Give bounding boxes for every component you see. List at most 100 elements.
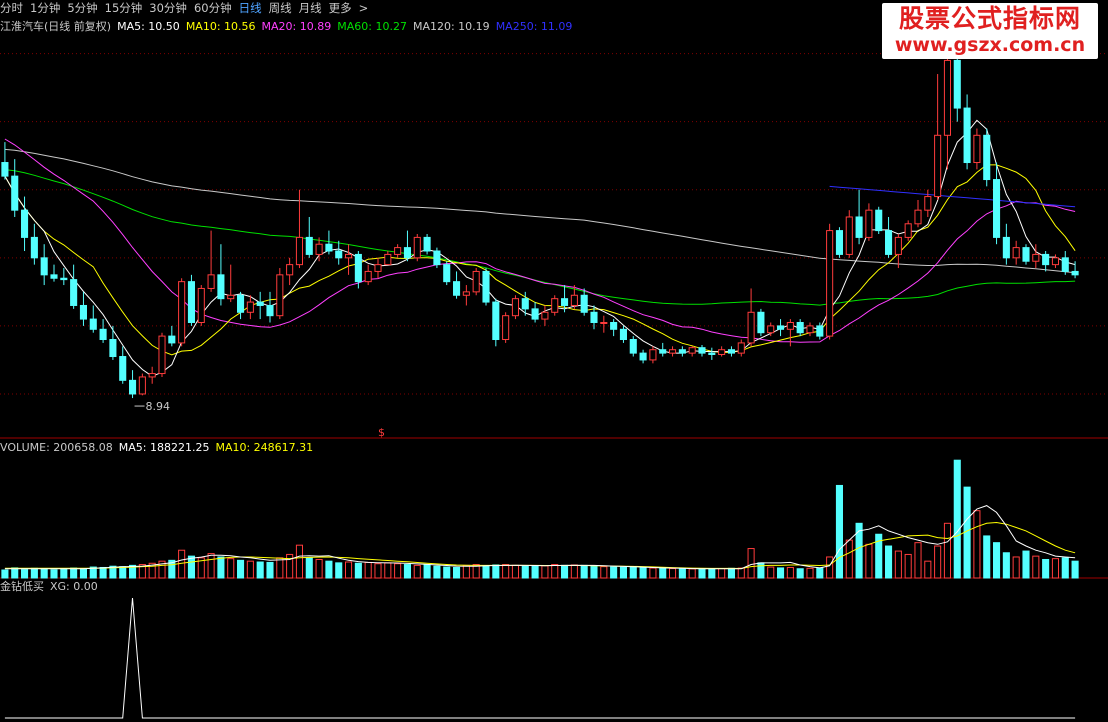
volume-bar	[443, 566, 451, 579]
candle-body	[354, 253, 362, 283]
volume-bar	[413, 564, 421, 579]
volume-bar	[973, 510, 981, 579]
tab-3[interactable]: 15分钟	[104, 1, 143, 15]
candle-body	[168, 335, 176, 344]
indicator-line	[4, 597, 1076, 719]
candle-body	[934, 134, 942, 198]
candle-body	[394, 247, 402, 255]
volume-bar	[531, 565, 539, 579]
volume-ma5-line	[4, 505, 1076, 570]
volume-bar	[698, 568, 706, 579]
ma120-line	[4, 148, 1076, 274]
volume-bar	[610, 566, 618, 579]
volume-bar	[649, 567, 657, 579]
candle-body	[551, 298, 559, 313]
volume-bar	[551, 564, 559, 579]
candle-body	[777, 325, 785, 330]
volume-bar	[511, 564, 519, 579]
volume-bar	[727, 567, 735, 579]
volume-bar	[1, 569, 9, 579]
volume-bar	[423, 564, 431, 579]
volume-bar	[403, 564, 411, 579]
volume-bar	[207, 553, 215, 579]
volume-bar	[875, 533, 883, 579]
volume-bar	[178, 549, 186, 579]
candle-body	[109, 339, 117, 358]
volume-bar	[983, 535, 991, 579]
volume-bar	[993, 542, 1001, 579]
volume-bar	[325, 560, 333, 579]
volume-bar	[246, 560, 254, 579]
tab-7[interactable]: 周线	[268, 1, 292, 15]
candle-body	[796, 321, 804, 334]
ma250-line	[829, 185, 1076, 208]
candle-body	[914, 209, 922, 225]
candle-body	[345, 253, 353, 259]
tab-9[interactable]: 更多	[328, 1, 352, 15]
candle-body	[1002, 236, 1010, 259]
volume-bar	[138, 564, 146, 579]
volume-bar	[845, 539, 853, 579]
volume-bar	[688, 568, 696, 579]
volume-bar	[60, 568, 68, 579]
volume-bar	[364, 561, 372, 579]
candle-body	[502, 315, 510, 341]
candle-body	[443, 264, 451, 283]
ma5-label: MA5: 10.50	[117, 20, 180, 33]
volume-bar	[197, 557, 205, 579]
volume-bar	[619, 566, 627, 579]
tab-4[interactable]: 30分钟	[149, 1, 187, 15]
ma250-label: MA250: 11.09	[495, 20, 573, 33]
tab-8[interactable]: 月线	[298, 1, 322, 15]
volume-bar	[885, 545, 893, 579]
volume-bar	[777, 567, 785, 579]
tab-5[interactable]: 60分钟	[193, 1, 232, 15]
candle-body	[894, 236, 902, 255]
ma120-label: MA120: 10.19	[412, 20, 490, 33]
candle-body	[806, 325, 814, 334]
indicator-xg: XG: 0.00	[50, 580, 98, 593]
candle-body	[953, 59, 961, 109]
signal-marker: $	[378, 426, 385, 439]
candle-body	[207, 274, 215, 289]
candle-body	[1071, 270, 1079, 276]
volume-bar	[30, 567, 38, 579]
candle-body	[963, 107, 971, 164]
candle-body	[129, 379, 137, 395]
volume-bar	[227, 558, 235, 579]
volume-bar	[148, 562, 156, 579]
volume-bar	[453, 566, 461, 579]
candle-body	[492, 301, 500, 341]
tab-0[interactable]: 分时	[0, 1, 23, 15]
volume-bar	[276, 557, 284, 579]
volume-bar	[89, 566, 97, 579]
candle-body	[227, 294, 235, 300]
tab-2[interactable]: 5分钟	[67, 1, 98, 15]
volume-bar	[286, 553, 294, 579]
candle-body	[865, 209, 873, 238]
candle-body	[983, 134, 991, 181]
candle-body	[1022, 247, 1030, 262]
tab-1[interactable]: 1分钟	[30, 1, 61, 15]
volume-bar	[433, 565, 441, 579]
candle-body	[727, 349, 735, 354]
candle-body	[924, 196, 932, 211]
volume-bar	[462, 564, 470, 579]
volume-bar	[315, 558, 323, 579]
ma10-label: MA10: 10.56	[185, 20, 256, 33]
candle-body	[217, 274, 225, 300]
candle-body	[570, 294, 578, 306]
candle-body	[904, 223, 912, 238]
candle-body	[610, 321, 618, 330]
more-arrow-icon[interactable]: >	[358, 1, 369, 15]
candle-body	[462, 291, 470, 296]
volume-bar	[502, 564, 510, 579]
candle-body	[256, 301, 264, 306]
indicator-name: 金钻低买	[0, 580, 44, 593]
candle-body	[826, 230, 834, 337]
candle-body	[138, 376, 146, 395]
candle-body	[767, 325, 775, 334]
tab-6[interactable]: 日线	[238, 1, 262, 15]
candle-body	[286, 264, 294, 276]
volume-bar	[70, 567, 78, 579]
